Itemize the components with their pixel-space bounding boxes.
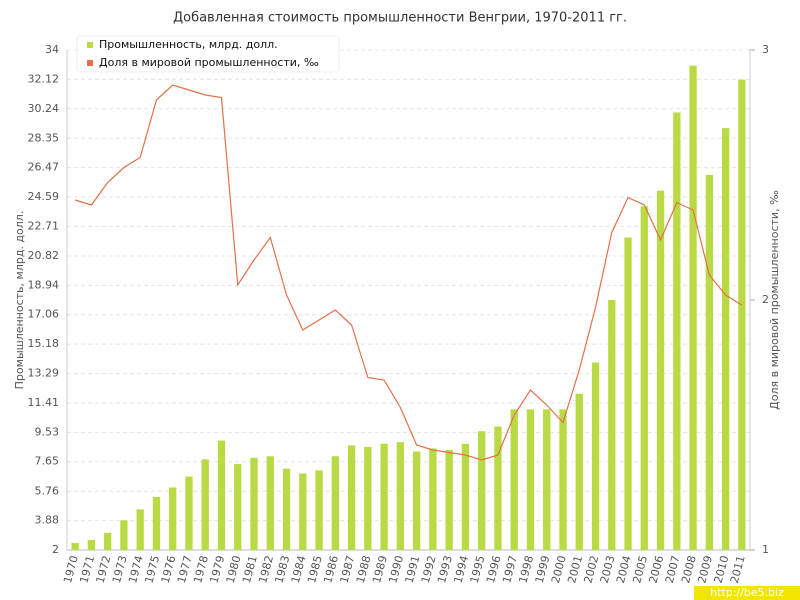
bar	[169, 487, 177, 550]
bar	[510, 409, 518, 550]
y-tick-label: 20.82	[28, 249, 60, 262]
bar	[234, 464, 242, 550]
line	[74, 84, 743, 461]
bar	[608, 300, 616, 550]
legend-swatch	[87, 42, 93, 48]
bar	[673, 112, 681, 550]
y-tick-label: 24.59	[28, 190, 60, 203]
legend-label: Промышленность, млрд. долл.	[99, 38, 278, 51]
y2-tick-label: 3	[762, 43, 769, 56]
y-tick-label: 13.29	[28, 367, 60, 380]
y-tick-label: 22.71	[28, 219, 60, 232]
bar	[543, 409, 551, 550]
bar	[250, 457, 258, 550]
y-tick-label: 3.88	[35, 514, 60, 527]
bar	[331, 456, 339, 550]
bar	[656, 190, 665, 550]
y-tick-label: 5.76	[35, 484, 60, 497]
bar	[364, 446, 372, 550]
y2-axis-title: Доля в мировой промышленности, ‰	[768, 190, 781, 410]
y-tick-label: 11.41	[28, 396, 60, 409]
bar	[71, 542, 79, 550]
legend-label: Доля в мировой промышленности, ‰	[99, 56, 319, 69]
bar	[559, 409, 567, 550]
y-tick-label: 32.12	[28, 72, 60, 85]
bar	[347, 445, 356, 550]
y-tick-label: 28.35	[28, 131, 60, 144]
bar	[721, 128, 730, 550]
bar	[412, 451, 421, 550]
bar	[445, 450, 453, 550]
bar	[396, 442, 405, 550]
y-tick-label: 18.94	[28, 278, 60, 291]
bar	[461, 443, 470, 550]
bar	[299, 473, 307, 550]
legend-box	[76, 35, 340, 73]
y2-tick-label: 1	[762, 543, 769, 556]
y-tick-label: 30.24	[28, 102, 60, 115]
bar	[478, 431, 486, 550]
y-tick-label: 15.18	[28, 337, 60, 350]
bar	[494, 426, 502, 550]
legend: Промышленность, млрд. долл. Доля в мирово…	[76, 35, 340, 73]
bar	[575, 393, 583, 550]
bar	[87, 540, 96, 550]
chart-title: Добавленная стоимость промышленности Вен…	[173, 11, 627, 26]
legend-swatch	[87, 60, 93, 66]
y-tick-label: 34	[45, 43, 59, 56]
y-tick-label: 7.65	[35, 455, 60, 468]
y-tick-label: 9.53	[35, 425, 60, 438]
bar	[380, 443, 388, 550]
bar	[120, 520, 128, 550]
bar	[689, 65, 697, 550]
bar	[640, 206, 648, 550]
bar	[152, 496, 161, 550]
bar	[185, 476, 193, 550]
bar	[705, 175, 714, 550]
bar	[429, 448, 437, 550]
watermark-bg	[694, 586, 800, 600]
bar	[591, 362, 600, 550]
bar	[136, 509, 144, 550]
y2-tick-label: 2	[762, 293, 769, 306]
bar	[315, 470, 323, 550]
watermark: http://be5.biz	[710, 586, 784, 599]
bar	[266, 456, 274, 550]
y-tick-label: 17.06	[28, 308, 60, 321]
bar	[217, 440, 226, 550]
bar	[624, 237, 632, 550]
bar	[103, 532, 112, 550]
bar	[201, 459, 209, 550]
bar	[526, 409, 535, 550]
y-tick-label: 26.47	[28, 161, 60, 174]
y-axis-title: Промышленность, млрд. долл.	[13, 211, 26, 390]
bar	[738, 79, 746, 550]
bar	[282, 468, 291, 550]
y-tick-label: 2	[52, 543, 59, 556]
